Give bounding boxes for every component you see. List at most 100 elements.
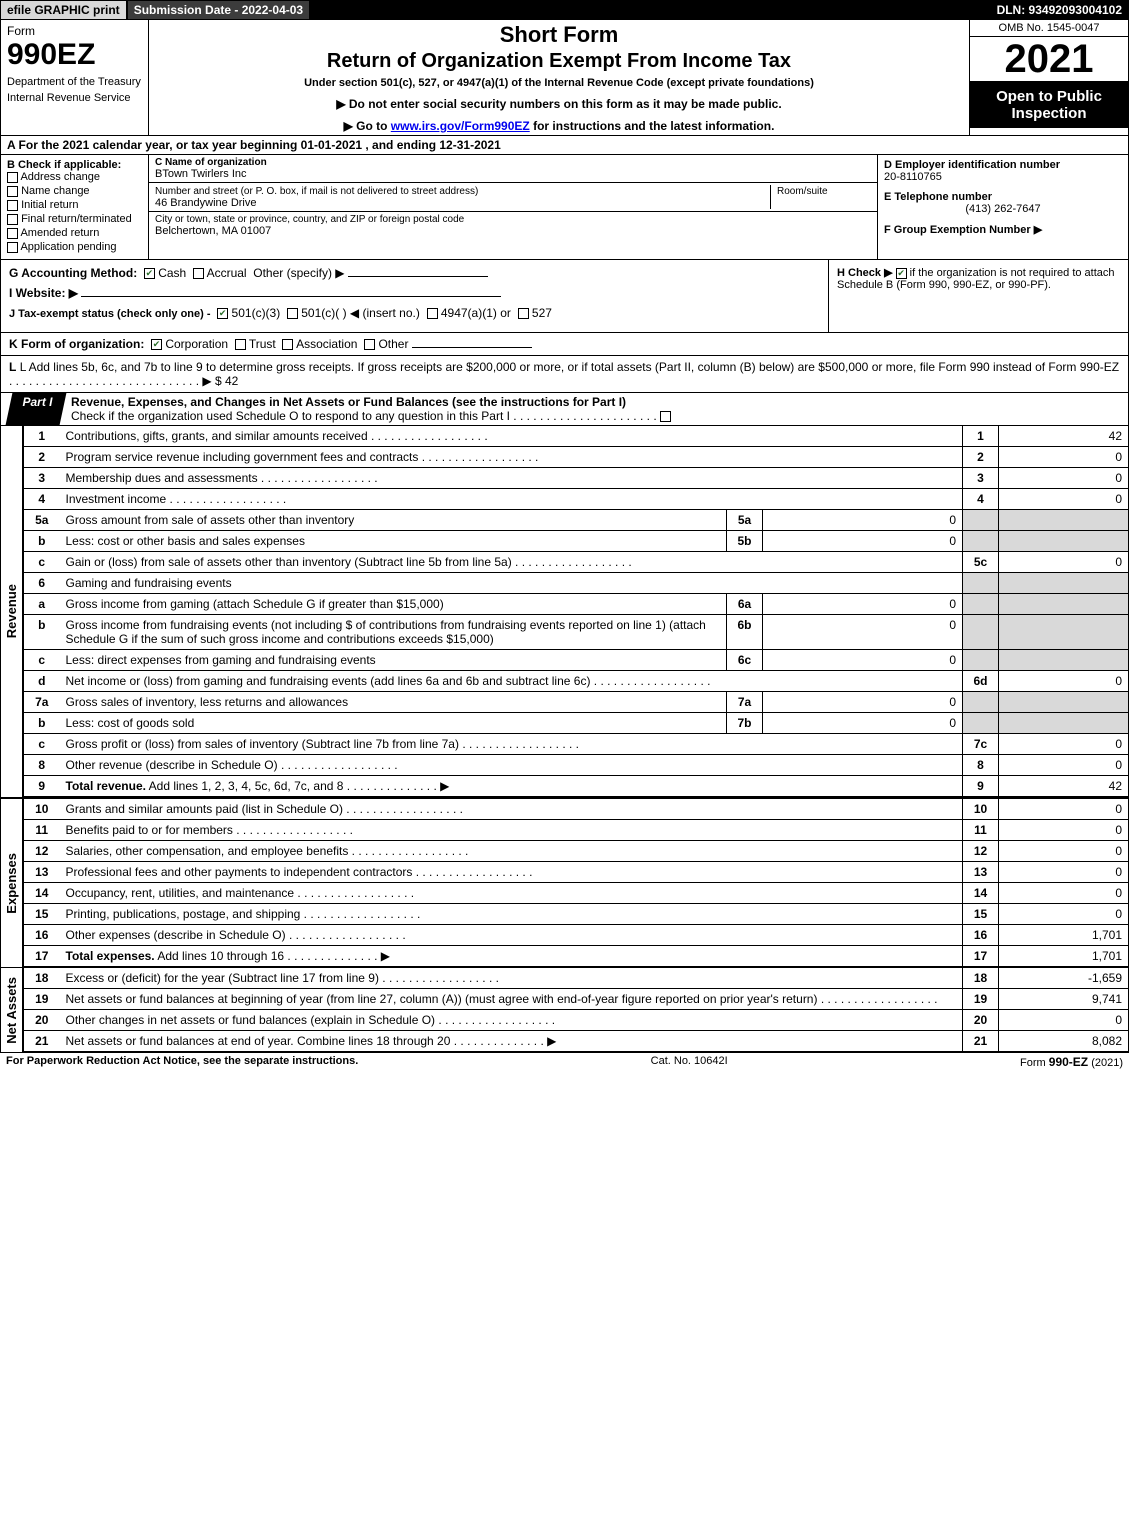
check-527[interactable] bbox=[518, 308, 529, 319]
expenses-section: Expenses 10Grants and similar amounts pa… bbox=[0, 797, 1129, 967]
subline-value: 0 bbox=[763, 650, 963, 671]
check-501c[interactable] bbox=[287, 308, 298, 319]
line-desc: Gross sales of inventory, less returns a… bbox=[60, 692, 727, 713]
section-c: C Name of organization BTown Twirlers In… bbox=[149, 155, 878, 259]
ein-label: D Employer identification number bbox=[884, 159, 1060, 171]
check-cash[interactable] bbox=[144, 268, 155, 279]
part1-header: Part I Revenue, Expenses, and Changes in… bbox=[0, 393, 1129, 426]
line-row: 5aGross amount from sale of assets other… bbox=[24, 510, 1129, 531]
line-row: 2Program service revenue including gover… bbox=[24, 447, 1129, 468]
line-row: 11Benefits paid to or for members . . . … bbox=[24, 820, 1129, 841]
line-number: 3 bbox=[24, 468, 60, 489]
l-text: L Add lines 5b, 6c, and 7b to line 9 to … bbox=[20, 360, 1119, 374]
section-b-heading: B Check if applicable: bbox=[7, 159, 121, 171]
line-rnum: 11 bbox=[963, 820, 999, 841]
group-exemption-label: F Group Exemption Number ▶ bbox=[884, 224, 1042, 236]
line-desc: Gain or (loss) from sale of assets other… bbox=[60, 552, 963, 573]
check-corporation[interactable] bbox=[151, 339, 162, 350]
line-row: 15Printing, publications, postage, and s… bbox=[24, 904, 1129, 925]
line-desc: Less: cost of goods sold bbox=[60, 713, 727, 734]
check-501c3[interactable] bbox=[217, 308, 228, 319]
dept-irs: Internal Revenue Service bbox=[7, 92, 142, 104]
line-rval-shade bbox=[999, 615, 1129, 650]
line-rnum: 3 bbox=[963, 468, 999, 489]
footer-left: For Paperwork Reduction Act Notice, see … bbox=[6, 1055, 358, 1067]
line-number: 18 bbox=[24, 968, 60, 989]
line-number: 8 bbox=[24, 755, 60, 776]
open-public-badge: Open to Public Inspection bbox=[970, 82, 1128, 128]
subline-label: 6b bbox=[727, 615, 763, 650]
line-value: 0 bbox=[999, 841, 1129, 862]
check-accrual[interactable] bbox=[193, 268, 204, 279]
line-desc: Grants and similar amounts paid (list in… bbox=[60, 799, 963, 820]
line-number: 2 bbox=[24, 447, 60, 468]
netassets-stripe: Net Assets bbox=[1, 968, 23, 1052]
line-row: bLess: cost of goods sold7b0 bbox=[24, 713, 1129, 734]
check-application-pending[interactable]: Application pending bbox=[7, 241, 142, 253]
check-4947[interactable] bbox=[427, 308, 438, 319]
line-rnum: 1 bbox=[963, 426, 999, 447]
short-form-title: Short Form bbox=[157, 22, 961, 48]
section-k: K Form of organization: Corporation Trus… bbox=[0, 333, 1129, 356]
check-address-change[interactable]: Address change bbox=[7, 171, 142, 183]
line-rnum: 20 bbox=[963, 1010, 999, 1031]
line-rnum: 9 bbox=[963, 776, 999, 797]
line-row: 9Total revenue. Add lines 1, 2, 3, 4, 5c… bbox=[24, 776, 1129, 797]
line-number: 9 bbox=[24, 776, 60, 797]
line-rnum-shade bbox=[963, 510, 999, 531]
check-trust[interactable] bbox=[235, 339, 246, 350]
ein-value: 20-8110765 bbox=[884, 171, 1122, 183]
check-name-change[interactable]: Name change bbox=[7, 185, 142, 197]
revenue-table: 1Contributions, gifts, grants, and simil… bbox=[23, 426, 1129, 797]
line-rnum: 5c bbox=[963, 552, 999, 573]
form-word: Form bbox=[7, 24, 142, 38]
line-rval-shade bbox=[999, 510, 1129, 531]
line-number: 14 bbox=[24, 883, 60, 904]
form-header-left: Form 990EZ Department of the Treasury In… bbox=[1, 20, 149, 135]
line-row: bLess: cost or other basis and sales exp… bbox=[24, 531, 1129, 552]
subtitle: Under section 501(c), 527, or 4947(a)(1)… bbox=[157, 77, 961, 89]
line-value: 42 bbox=[999, 776, 1129, 797]
line-number: 11 bbox=[24, 820, 60, 841]
part1-title: Revenue, Expenses, and Changes in Net As… bbox=[63, 393, 1128, 425]
line-number: 16 bbox=[24, 925, 60, 946]
revenue-side-label: Revenue bbox=[4, 584, 19, 638]
footer-right: Form 990-EZ (2021) bbox=[1020, 1055, 1123, 1069]
line-desc: Gross income from gaming (attach Schedul… bbox=[60, 594, 727, 615]
netassets-section: Net Assets 18Excess or (deficit) for the… bbox=[0, 967, 1129, 1052]
subline-value: 0 bbox=[763, 692, 963, 713]
check-initial-return[interactable]: Initial return bbox=[7, 199, 142, 211]
line-rnum: 2 bbox=[963, 447, 999, 468]
line-desc: Net assets or fund balances at end of ye… bbox=[60, 1031, 963, 1052]
irs-link[interactable]: www.irs.gov/Form990EZ bbox=[391, 119, 530, 133]
check-amended-return[interactable]: Amended return bbox=[7, 227, 142, 239]
line-rnum: 14 bbox=[963, 883, 999, 904]
check-schedule-b[interactable] bbox=[896, 268, 907, 279]
section-a-text: A For the 2021 calendar year, or tax yea… bbox=[7, 138, 501, 152]
check-other-org[interactable] bbox=[364, 339, 375, 350]
line-row: 17Total expenses. Add lines 10 through 1… bbox=[24, 946, 1129, 967]
line-desc: Professional fees and other payments to … bbox=[60, 862, 963, 883]
header-spacer bbox=[311, 1, 990, 19]
line-desc: Gross amount from sale of assets other t… bbox=[60, 510, 727, 531]
line-desc: Total expenses. Add lines 10 through 16 … bbox=[60, 946, 963, 967]
tax-year: 2021 bbox=[970, 37, 1128, 82]
line-row: 4Investment income . . . . . . . . . . .… bbox=[24, 489, 1129, 510]
accounting-method: G Accounting Method: Cash Accrual Other … bbox=[9, 266, 820, 280]
line-row: 6Gaming and fundraising events bbox=[24, 573, 1129, 594]
section-b: B Check if applicable: Address change Na… bbox=[1, 155, 149, 259]
subline-label: 5b bbox=[727, 531, 763, 552]
line-value: 0 bbox=[999, 552, 1129, 573]
part1-check[interactable] bbox=[660, 411, 671, 422]
check-final-return[interactable]: Final return/terminated bbox=[7, 213, 142, 225]
omb-number: OMB No. 1545-0047 bbox=[970, 20, 1128, 37]
line-value: 0 bbox=[999, 489, 1129, 510]
line-row: 14Occupancy, rent, utilities, and mainte… bbox=[24, 883, 1129, 904]
line-desc: Contributions, gifts, grants, and simila… bbox=[60, 426, 963, 447]
line-value: 8,082 bbox=[999, 1031, 1129, 1052]
form-number: 990EZ bbox=[7, 38, 142, 72]
dept-treasury: Department of the Treasury bbox=[7, 76, 142, 88]
line-rval-shade bbox=[999, 650, 1129, 671]
check-association[interactable] bbox=[282, 339, 293, 350]
line-value: 0 bbox=[999, 671, 1129, 692]
